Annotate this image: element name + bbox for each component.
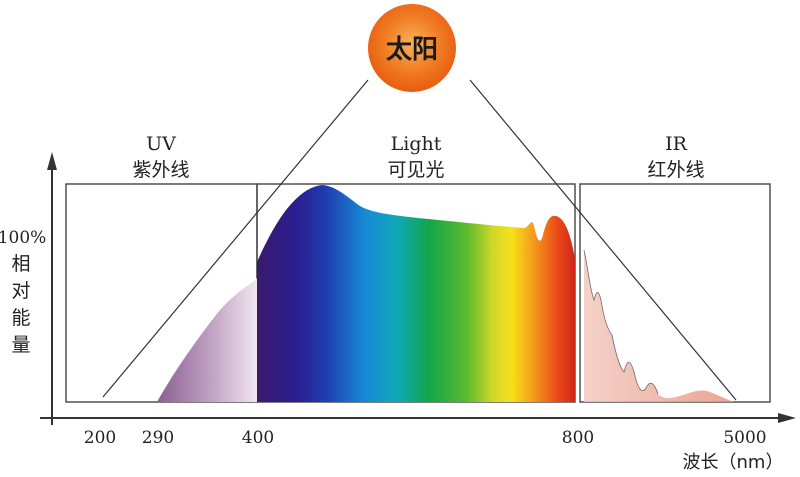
y-axis-char-2: 对 <box>11 280 30 302</box>
x-axis-arrow-icon <box>778 413 796 423</box>
visible-spectrum <box>257 185 575 402</box>
x-tick-290: 290 <box>142 428 174 448</box>
light-name: 可见光 <box>387 159 444 181</box>
y-axis-char-1: 相 <box>11 253 30 275</box>
y-axis-char-3: 能 <box>11 307 30 329</box>
x-axis-label: 波长（nm） <box>683 452 784 473</box>
light-code: Light <box>391 133 442 155</box>
y-axis-top-label: 100% <box>0 228 46 248</box>
uv-code: UV <box>146 133 176 155</box>
uv-curve <box>157 278 257 402</box>
ir-name: 红外线 <box>647 159 704 181</box>
sun-label: 太阳 <box>386 35 438 65</box>
x-tick-400: 400 <box>242 428 274 448</box>
x-tick-5000: 5000 <box>723 428 766 448</box>
y-axis-arrow-icon <box>47 152 57 170</box>
y-axis-char-4: 量 <box>11 334 30 356</box>
ir-code: IR <box>665 133 688 155</box>
x-tick-800: 800 <box>562 428 594 448</box>
sun-icon <box>368 4 456 92</box>
ir-curve <box>584 250 734 402</box>
sun-ray-left <box>102 79 369 398</box>
ir-curve-outline <box>583 249 659 395</box>
x-tick-200: 200 <box>84 428 116 448</box>
sun-ray-right <box>469 79 737 401</box>
uv-name: 紫外线 <box>132 159 189 181</box>
